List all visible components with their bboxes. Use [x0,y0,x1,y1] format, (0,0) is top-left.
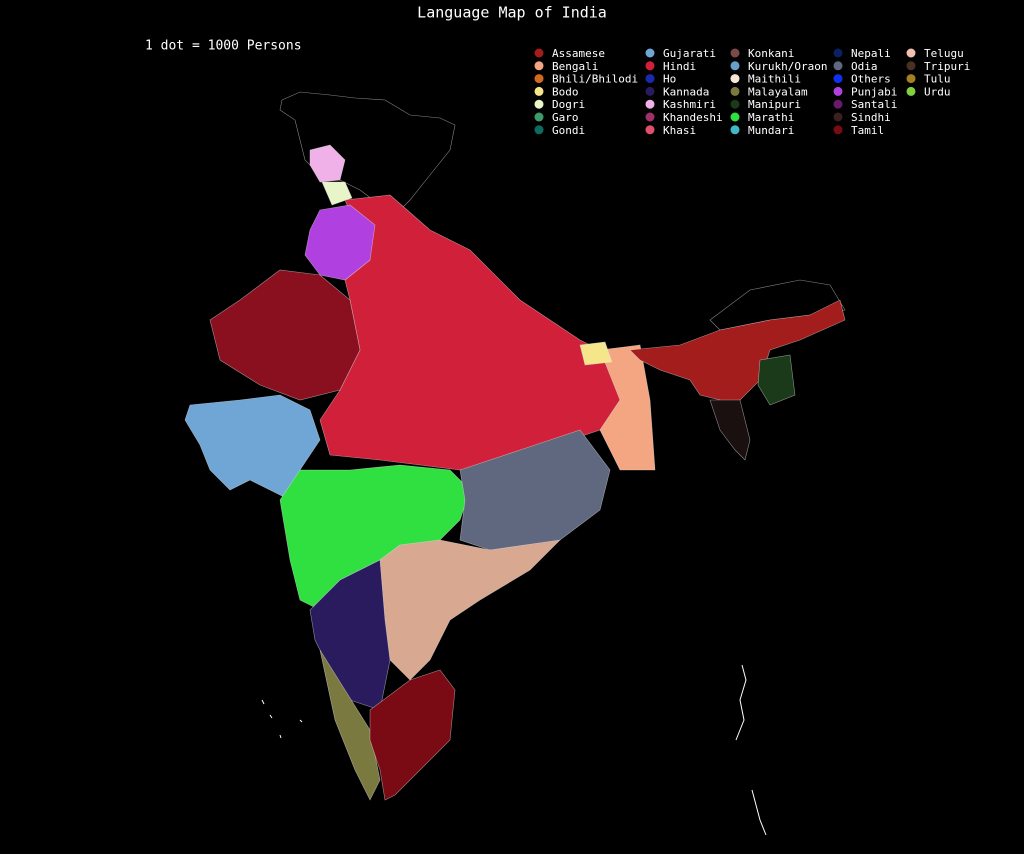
legend-label: Hindi [663,60,696,73]
legend-marker [833,99,843,109]
legend-marker [906,48,916,58]
legend-label: Khandeshi [663,111,723,124]
legend-marker [730,125,740,135]
legend-marker [645,61,655,71]
legend-label: Ho [663,73,676,86]
legend-label: Kashmiri [663,98,716,111]
legend: AssameseBengaliBhili/BhilodiBodoDogriGar… [534,47,970,137]
region-kashmiri [309,144,346,183]
legend-label: Odia [851,60,878,73]
legend-marker [645,86,655,96]
legend-label: Marathi [748,111,794,124]
legend-marker [833,112,843,122]
region-tamil [369,669,456,801]
legend-label: Kannada [663,85,709,98]
legend-marker [730,112,740,122]
legend-marker [730,86,740,96]
legend-marker [534,99,544,109]
legend-label: Malayalam [748,85,808,98]
legend-label: Bhili/Bhilodi [552,73,638,86]
legend-label: Mundari [748,124,794,137]
island-chain [735,664,747,741]
islands [261,664,767,836]
region-malayalam [319,649,381,801]
legend-label: Tulu [924,73,951,86]
legend-label: Konkani [748,47,794,60]
legend-label: Nepali [851,47,891,60]
legend-marker [645,99,655,109]
legend-marker [730,99,740,109]
region-tripura-mizoram [709,399,751,461]
legend-marker [730,74,740,84]
legend-label: Sindhi [851,111,891,124]
legend-marker [645,125,655,135]
legend-label: Santali [851,98,897,111]
legend-label: Assamese [552,47,605,60]
legend-marker [534,74,544,84]
legend-marker [730,61,740,71]
legend-label: Others [851,73,891,86]
legend-marker [833,86,843,96]
legend-label: Garo [552,111,579,124]
legend-label: Telugu [924,47,964,60]
legend-marker [534,86,544,96]
legend-marker [730,48,740,58]
region-rajasthan [209,269,361,401]
legend-label: Tripuri [924,60,970,73]
region-jammu-kashmir [279,91,456,216]
region-bodo [579,341,613,366]
legend-label: Kurukh/Oraon [748,60,827,73]
legend-marker [906,61,916,71]
legend-marker [645,48,655,58]
legend-label: Dogri [552,98,585,111]
india-map [184,91,846,836]
map-title: Language Map of India [417,4,607,22]
legend-marker [534,112,544,122]
legend-marker [833,48,843,58]
region-gujarati [184,394,321,501]
region-dogri [321,181,353,206]
legend-marker [645,74,655,84]
legend-marker [906,86,916,96]
region-punjabi [304,204,376,281]
legend-marker [833,125,843,135]
legend-label: Bengali [552,60,598,73]
legend-label: Khasi [663,124,696,137]
legend-label: Manipuri [748,98,801,111]
island-chain [751,789,767,836]
map-note: 1 dot = 1000 Persons [145,39,302,54]
region-manipuri [757,354,796,406]
legend-label: Punjabi [851,85,897,98]
legend-marker [833,61,843,71]
legend-label: Gondi [552,124,585,137]
legend-marker [534,48,544,58]
legend-marker [534,61,544,71]
legend-label: Bodo [552,85,579,98]
island-chain [261,699,303,739]
legend-marker [645,112,655,122]
legend-label: Gujarati [663,47,716,60]
legend-marker [534,125,544,135]
legend-label: Maithili [748,73,801,86]
legend-marker [906,74,916,84]
legend-marker [833,74,843,84]
legend-label: Urdu [924,85,951,98]
legend-label: Tamil [851,124,884,137]
